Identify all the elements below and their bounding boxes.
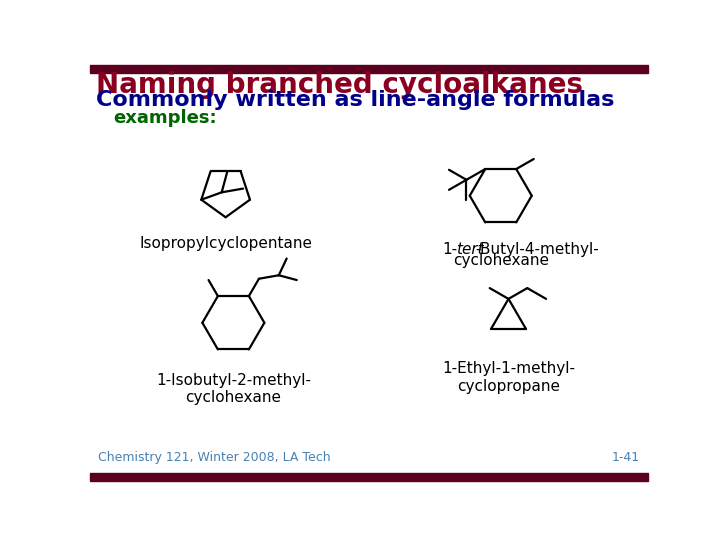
- Text: examples:: examples:: [113, 110, 217, 127]
- Text: Commonly written as line-angle formulas: Commonly written as line-angle formulas: [96, 90, 615, 110]
- Text: cyclohexane: cyclohexane: [453, 253, 549, 268]
- Text: Chemistry 121, Winter 2008, LA Tech: Chemistry 121, Winter 2008, LA Tech: [98, 451, 330, 464]
- Text: 1-Ethyl-1-methyl-
cyclopropane: 1-Ethyl-1-methyl- cyclopropane: [442, 361, 575, 394]
- Text: tert: tert: [456, 242, 483, 257]
- Text: 1-41: 1-41: [612, 451, 640, 464]
- Bar: [90, 473, 648, 481]
- Text: Isopropylcyclopentane: Isopropylcyclopentane: [139, 236, 312, 251]
- Text: 1-: 1-: [443, 242, 458, 257]
- Text: 1-Isobutyl-2-methyl-
cyclohexane: 1-Isobutyl-2-methyl- cyclohexane: [156, 373, 311, 405]
- Bar: [90, 65, 648, 72]
- Text: -Butyl-4-methyl-: -Butyl-4-methyl-: [475, 242, 599, 257]
- Text: Naming branched cycloalkanes: Naming branched cycloalkanes: [96, 71, 583, 99]
